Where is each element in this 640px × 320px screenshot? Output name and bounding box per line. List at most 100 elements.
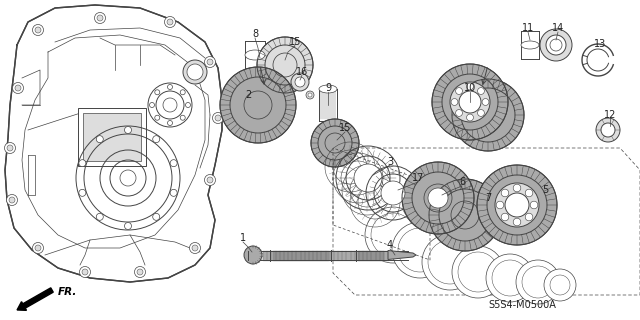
Circle shape [477,88,484,94]
Text: 6: 6 [459,177,465,187]
Circle shape [15,85,21,91]
Bar [83,113,141,161]
Text: S5S4-M0500A: S5S4-M0500A [488,300,556,310]
Circle shape [125,126,131,133]
FancyArrow shape [17,288,53,310]
Circle shape [450,82,490,122]
Text: 11: 11 [522,23,534,33]
Circle shape [167,19,173,25]
Ellipse shape [319,85,337,93]
Circle shape [456,88,463,94]
Circle shape [96,136,103,143]
Circle shape [596,118,620,142]
Circle shape [180,115,185,120]
Circle shape [513,218,521,226]
Circle shape [9,197,15,203]
Polygon shape [477,165,557,245]
Polygon shape [5,5,222,282]
Circle shape [187,64,203,80]
Circle shape [82,269,88,275]
Circle shape [495,183,539,227]
Text: 17: 17 [412,173,424,183]
Circle shape [516,260,560,304]
Circle shape [207,59,213,65]
Circle shape [291,73,309,91]
Circle shape [451,99,458,105]
Polygon shape [429,179,501,251]
Circle shape [452,246,504,298]
Circle shape [456,109,463,116]
Text: 15: 15 [289,37,301,47]
Circle shape [170,189,177,196]
Circle shape [308,93,312,97]
Circle shape [168,121,173,125]
Text: 15: 15 [339,123,351,133]
Circle shape [96,213,103,220]
Text: 7: 7 [485,193,491,203]
Circle shape [205,57,216,68]
Circle shape [134,267,145,277]
Polygon shape [388,251,416,260]
Circle shape [295,77,305,87]
Circle shape [13,83,24,93]
Circle shape [35,27,41,33]
Circle shape [186,102,191,108]
Circle shape [544,269,576,301]
Circle shape [496,201,504,209]
Circle shape [97,15,103,21]
Circle shape [153,136,160,143]
Circle shape [525,213,533,221]
Circle shape [601,123,615,137]
Text: FR.: FR. [58,287,77,297]
Circle shape [79,267,90,277]
Polygon shape [402,162,474,234]
Circle shape [170,160,177,167]
Circle shape [180,90,185,95]
Polygon shape [220,67,296,143]
Text: 2: 2 [245,90,251,100]
Circle shape [422,234,478,290]
Bar [78,108,146,166]
Circle shape [192,245,198,251]
Circle shape [365,207,421,263]
Circle shape [189,243,200,253]
Circle shape [381,181,405,205]
Circle shape [205,174,216,186]
Circle shape [6,195,17,205]
Circle shape [212,113,223,124]
Circle shape [540,29,572,61]
Text: 1: 1 [240,233,246,243]
Circle shape [35,245,41,251]
Text: 12: 12 [604,110,616,120]
Circle shape [155,115,160,120]
Text: 16: 16 [296,67,308,77]
Circle shape [505,193,529,217]
Circle shape [79,160,86,167]
Circle shape [215,115,221,121]
Circle shape [155,90,160,95]
Circle shape [125,222,131,229]
Ellipse shape [521,41,539,49]
Text: 8: 8 [252,29,258,39]
Polygon shape [257,37,313,93]
Circle shape [467,83,474,90]
Circle shape [164,17,175,28]
Circle shape [153,213,160,220]
Text: 13: 13 [594,39,606,49]
Circle shape [392,222,448,278]
Circle shape [33,243,44,253]
Circle shape [467,114,474,121]
Circle shape [501,189,509,197]
Text: 14: 14 [552,23,564,33]
Text: 4: 4 [387,240,393,250]
Circle shape [244,246,262,264]
Circle shape [95,12,106,23]
Circle shape [546,35,566,55]
Circle shape [4,142,15,154]
Polygon shape [432,64,508,140]
Circle shape [354,164,382,192]
Circle shape [137,269,143,275]
Circle shape [79,189,86,196]
Circle shape [33,25,44,36]
Circle shape [150,102,154,108]
